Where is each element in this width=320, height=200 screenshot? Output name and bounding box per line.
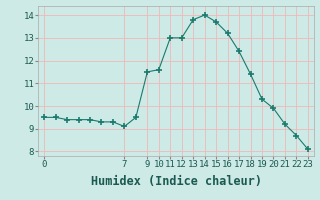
X-axis label: Humidex (Indice chaleur): Humidex (Indice chaleur) (91, 175, 261, 188)
